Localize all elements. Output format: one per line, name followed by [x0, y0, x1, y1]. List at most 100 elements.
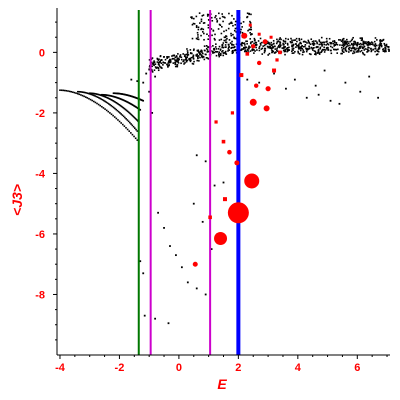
band-point: [263, 44, 266, 47]
band-point: [339, 44, 341, 46]
curve-point: [135, 106, 138, 108]
curve-point: [86, 92, 89, 95]
scatter-point: [163, 226, 165, 229]
upper-band-point: [197, 28, 200, 31]
band-point: [257, 40, 260, 42]
curve-point: [65, 89, 68, 92]
band-point: [213, 51, 216, 54]
upper-band-point: [224, 36, 227, 39]
band-point: [355, 44, 358, 46]
band-point: [224, 50, 227, 53]
band-point: [197, 55, 200, 57]
band-point: [379, 40, 382, 43]
upper-band-point: [207, 13, 210, 16]
red-point: [257, 32, 261, 36]
band-point: [269, 45, 271, 48]
band-point: [254, 50, 256, 52]
upper-band-point: [230, 34, 233, 37]
upper-band-point: [250, 33, 253, 35]
curve-point: [114, 101, 117, 103]
band-point: [316, 52, 319, 54]
band-point: [185, 59, 188, 62]
band-point: [157, 67, 160, 70]
scatter-point: [157, 211, 159, 214]
band-point: [313, 46, 315, 49]
band-point: [250, 41, 252, 44]
curve-point: [122, 99, 125, 101]
upper-band-point: [234, 20, 237, 23]
band-point: [176, 64, 179, 66]
band-point: [269, 47, 271, 49]
curve-point: [118, 97, 121, 100]
curve-point: [118, 104, 121, 106]
band-point: [284, 48, 287, 51]
band-point: [199, 52, 201, 54]
band-point: [341, 52, 343, 55]
upper-band-point: [241, 31, 244, 34]
band-point: [259, 42, 262, 45]
band-point: [307, 40, 310, 43]
band-point: [379, 39, 382, 41]
upper-band-point: [219, 17, 221, 20]
band-point: [319, 47, 321, 50]
band-point: [351, 38, 354, 41]
band-point: [342, 40, 344, 42]
band-point: [313, 40, 315, 42]
band-point: [151, 71, 154, 73]
band-point: [277, 40, 280, 42]
curve-point: [94, 92, 96, 95]
band-point: [179, 55, 181, 58]
band-point: [176, 58, 178, 61]
band-point: [358, 45, 361, 48]
band-point: [148, 65, 151, 68]
band-point: [332, 42, 335, 45]
band-point: [283, 46, 286, 49]
band-point: [349, 44, 351, 47]
band-point: [215, 54, 218, 57]
band-point: [267, 42, 270, 45]
upper-band-point: [196, 31, 199, 34]
band-point: [347, 42, 350, 45]
band-point: [375, 53, 378, 56]
band-point: [353, 48, 356, 50]
band-point: [218, 45, 221, 48]
red-points: [192, 23, 282, 267]
band-point: [326, 46, 329, 49]
curve-point: [136, 120, 139, 122]
band-point: [253, 37, 256, 40]
band-point: [284, 37, 287, 40]
band-point: [277, 50, 279, 53]
band-point: [286, 42, 289, 45]
upper-band-point: [234, 27, 237, 30]
band-point: [267, 54, 269, 56]
band-point: [294, 50, 296, 53]
curve-point: [80, 94, 82, 96]
band-point: [353, 47, 356, 49]
curve-point: [105, 94, 108, 96]
upper-band-point: [203, 32, 205, 35]
curve-point: [107, 94, 109, 97]
band-point: [154, 63, 157, 65]
curve-point: [142, 99, 145, 102]
band-point: [325, 41, 327, 43]
band-point: [383, 50, 386, 53]
band-point: [313, 43, 316, 45]
band-point: [301, 44, 303, 47]
band-point: [340, 52, 342, 55]
upper-band-point: [223, 16, 225, 18]
band-point: [302, 51, 304, 53]
band-point: [359, 37, 362, 39]
band-point: [352, 52, 354, 55]
band-point: [329, 45, 332, 48]
band-point: [151, 65, 153, 68]
band-point: [350, 49, 353, 52]
band-point: [317, 50, 320, 52]
band-point: [354, 48, 357, 51]
curve-point: [94, 101, 97, 104]
band-point: [215, 51, 218, 53]
upper-band-point: [234, 23, 237, 26]
band-point: [325, 47, 328, 49]
band-point: [354, 42, 357, 44]
band-point: [207, 50, 210, 53]
band-point: [205, 57, 208, 59]
